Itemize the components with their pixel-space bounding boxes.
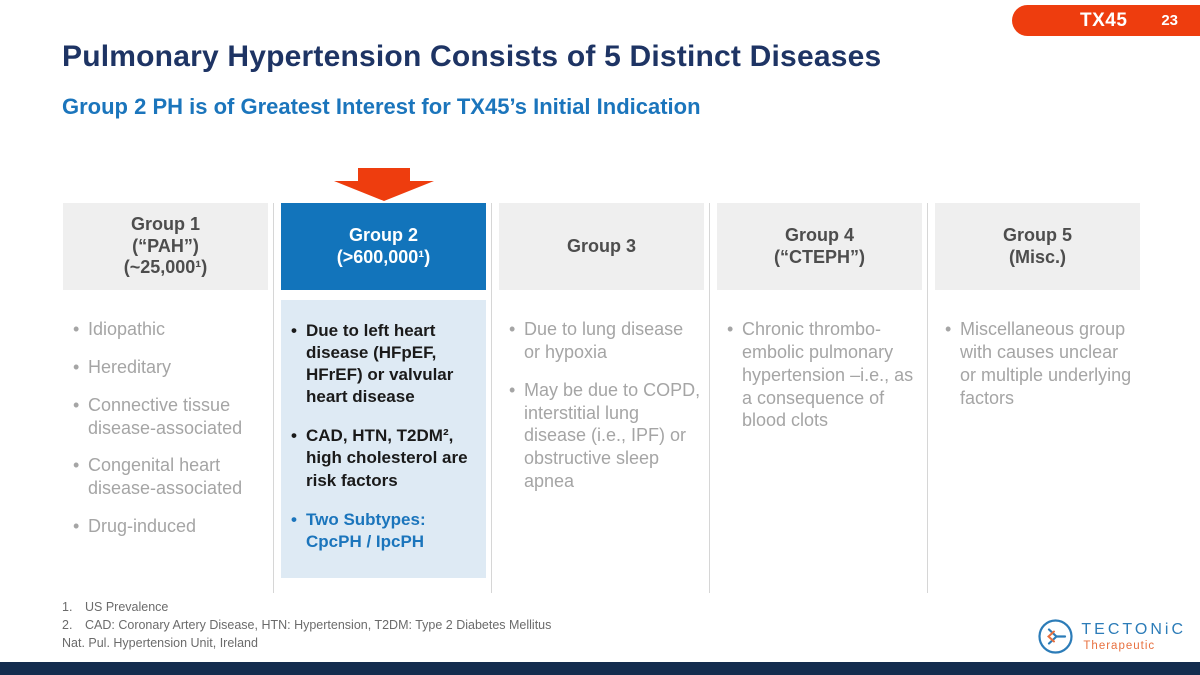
bullet-text: May be due to COPD, interstitial lung di…	[524, 379, 701, 492]
bullet-item: • Congenital heart disease-associated	[73, 454, 266, 500]
footnote-text: US Prevalence	[85, 600, 169, 614]
column-body-group-1: • Idiopathic • Hereditary • Connective tissue…	[63, 290, 268, 538]
column-group-4: Group 4 (“CTEPH”) • Chronic thrombo-embolic…	[717, 203, 922, 578]
tectonic-logo-icon	[1038, 619, 1074, 654]
header-line: Group 4	[784, 224, 854, 245]
badge-label: TX45	[1080, 9, 1128, 31]
header-line: Group 2	[348, 224, 418, 245]
bullet-item: • Drug-induced	[73, 515, 266, 538]
header-line: (“PAH”)	[132, 235, 199, 256]
bullet-text: Idiopathic	[88, 319, 166, 339]
footnotes: 1. US Prevalence 2. CAD: Coronary Artery…	[62, 598, 551, 652]
bullet-dot: •	[73, 319, 80, 339]
bullet-item: • Connective tissue disease-associated	[73, 394, 266, 440]
bullet-dot: •	[73, 356, 80, 377]
column-group-1: Group 1 (“PAH”) (~25,000¹) • Idiopathic • Here…	[63, 203, 268, 578]
column-header-group-4: Group 4 (“CTEPH”)	[717, 203, 922, 290]
header-line: (“CTEPH”)	[774, 246, 865, 267]
bullet-dot: •	[73, 394, 80, 415]
slide-title: Pulmonary Hypertension Consists of 5 Dis…	[62, 40, 882, 73]
bullet-text: Congenital heart disease-associated	[88, 455, 243, 499]
column-header-group-5: Group 5 (Misc.)	[935, 203, 1140, 290]
bullet-text: Drug-induced	[88, 516, 197, 537]
bullet-dot: •	[945, 319, 952, 339]
bullet-text: Due to lung disease or hypoxia	[524, 319, 684, 362]
bullet-item: • Due to left heart disease (HFpEF, HFrEF…	[291, 320, 480, 408]
header-line: (Misc.)	[1008, 246, 1066, 267]
header-line: (~25,000¹)	[123, 257, 208, 278]
tectonic-logo: TECTONiC Therapeutic	[1037, 618, 1186, 655]
footnote-number: 1.	[62, 600, 73, 614]
footnote-item: 2. CAD: Coronary Artery Disease, HTN: Hy…	[62, 616, 551, 634]
logo-text: TECTONiC Therapeutic	[1081, 621, 1186, 652]
column-header-group-1: Group 1 (“PAH”) (~25,000¹)	[63, 203, 268, 290]
header-line: Group 3	[566, 235, 636, 256]
bullet-text: Chronic thrombo-embolic pulmonary hypert…	[742, 319, 914, 431]
footnote-item: 1. US Prevalence	[62, 598, 551, 616]
slide-subtitle: Group 2 PH is of Greatest Interest for T…	[62, 94, 701, 119]
column-divider	[709, 203, 710, 593]
column-header-group-3: Group 3	[499, 203, 704, 290]
footnote-source: Nat. Pul. Hypertension Unit, Ireland	[62, 636, 258, 651]
bullet-item: • Hereditary	[73, 356, 266, 379]
bullet-text: Miscellaneous group with causes unclear …	[960, 319, 1132, 408]
columns-container: Group 1 (“PAH”) (~25,000¹) • Idiopathic • Here…	[63, 203, 1140, 578]
column-divider	[273, 203, 274, 593]
logo-subtitle: Therapeutic	[1083, 640, 1156, 652]
column-body-group-3: • Due to lung disease or hypoxia • May be d…	[499, 290, 704, 493]
header-line: Group 5	[1002, 224, 1072, 245]
column-body-group-2: • Due to left heart disease (HFpEF, HFrEF…	[281, 300, 486, 578]
bullet-item: • May be due to COPD, interstitial lung d…	[509, 379, 702, 493]
column-group-3: Group 3 • Due to lung disease or hypoxia • M…	[499, 203, 704, 578]
bullet-item: • Chronic thrombo-embolic pulmonary hyper…	[727, 318, 920, 432]
arrow-head	[333, 181, 434, 201]
footnote-text: CAD: Coronary Artery Disease, HTN: Hyper…	[85, 618, 552, 633]
arrow-down-icon	[333, 168, 434, 201]
bullet-text: Connective tissue disease-associated	[88, 394, 243, 438]
tx45-badge: TX45 23	[1012, 5, 1200, 36]
bullet-item: • Two Subtypes: CpcPH / IpcPH	[291, 509, 480, 553]
bullet-dot: •	[291, 321, 297, 340]
column-group-5: Group 5 (Misc.) • Miscellaneous group with …	[935, 203, 1140, 578]
bullet-text: Due to left heart disease (HFpEF, HFrEF)…	[306, 321, 454, 407]
bullet-item: • CAD, HTN, T2DM², high cholesterol are r…	[291, 425, 480, 491]
bullet-dot: •	[73, 455, 80, 476]
column-header-group-2: Group 2 (>600,000¹)	[281, 203, 486, 290]
arrow-stem	[357, 168, 410, 181]
bullet-dot: •	[509, 379, 516, 400]
bullet-dot: •	[291, 426, 297, 446]
column-body-group-4: • Chronic thrombo-embolic pulmonary hyper…	[717, 290, 922, 432]
bullet-dot: •	[727, 319, 734, 339]
bullet-dot: •	[291, 509, 297, 529]
logo-name: TECTONiC	[1081, 621, 1186, 638]
header-line: Group 1	[130, 213, 200, 234]
bullet-item: • Due to lung disease or hypoxia	[509, 318, 702, 364]
bullet-text: Two Subtypes: CpcPH / IpcPH	[306, 509, 426, 551]
column-divider	[491, 203, 492, 593]
bullet-dot: •	[73, 516, 80, 537]
column-body-group-5: • Miscellaneous group with causes unclear…	[935, 290, 1140, 409]
bullet-text: CAD, HTN, T2DM², high cholesterol are ri…	[306, 426, 468, 490]
footnote-number: 2.	[62, 618, 73, 633]
column-group-2: Group 2 (>600,000¹) • Due to left heart dis…	[281, 203, 486, 578]
bullet-item: • Idiopathic	[73, 318, 266, 341]
column-divider	[927, 203, 928, 593]
bullet-item: • Miscellaneous group with causes unclear…	[945, 318, 1138, 409]
header-line: (>600,000¹)	[336, 246, 431, 267]
bullet-text: Hereditary	[88, 356, 172, 377]
page-number: 23	[1161, 12, 1178, 29]
bullet-dot: •	[509, 319, 516, 339]
bottom-bar	[0, 662, 1200, 675]
